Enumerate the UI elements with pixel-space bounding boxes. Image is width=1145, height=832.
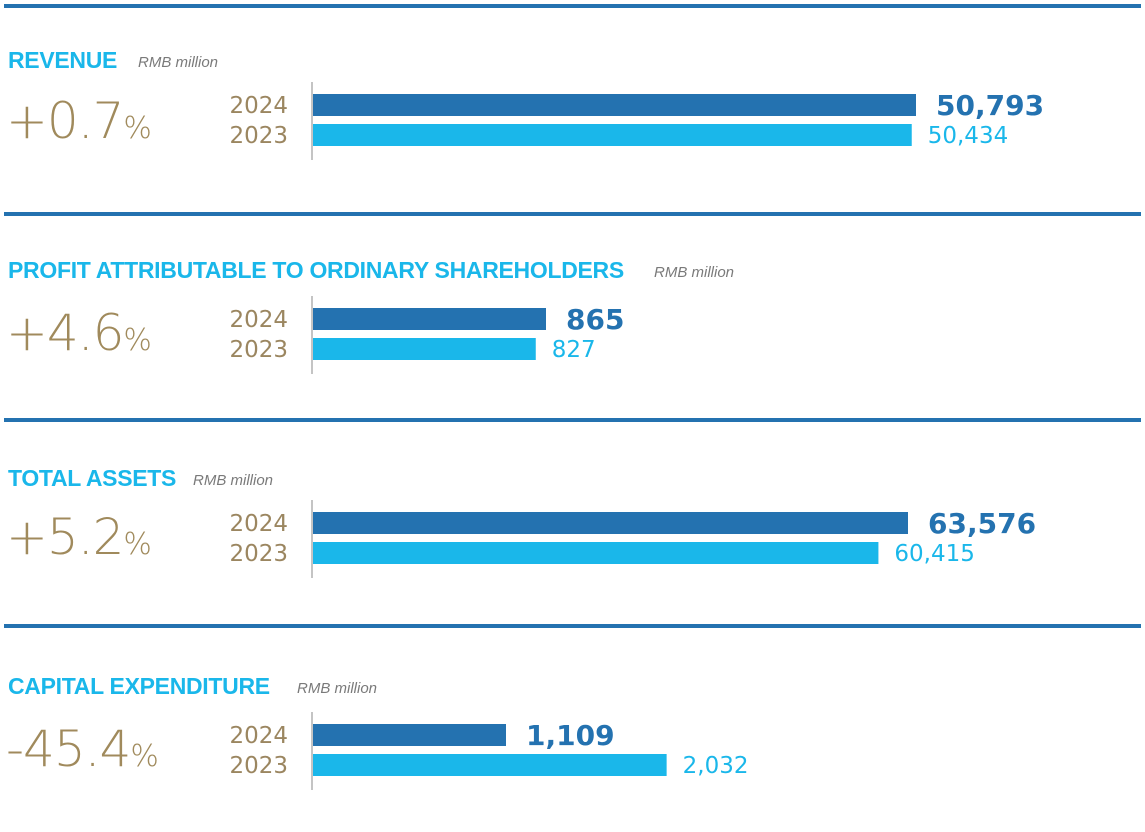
- unit-label: RMB million: [297, 680, 378, 697]
- bar-2024: [313, 724, 506, 746]
- section-title: PROFIT ATTRIBUTABLE TO ORDINARY SHAREHOL…: [8, 257, 624, 283]
- unit-label: RMB million: [654, 264, 735, 281]
- value-label-2023: 60,415: [894, 541, 974, 567]
- section-title: REVENUE: [8, 47, 118, 73]
- value-label-2023: 2,032: [683, 753, 749, 779]
- change-number: -45.4: [6, 720, 131, 778]
- section-divider: [4, 624, 1141, 628]
- percent-sign: %: [123, 111, 152, 146]
- section-divider: [4, 418, 1141, 422]
- bar-2024: [313, 308, 546, 330]
- change-percentage: +5.2%: [6, 508, 152, 566]
- value-label-2024: 50,793: [936, 89, 1044, 122]
- change-percentage: +0.7%: [6, 92, 152, 150]
- year-label-2023: 2023: [229, 753, 288, 779]
- section-title: TOTAL ASSETS: [8, 465, 177, 491]
- value-label-2024: 63,576: [928, 507, 1036, 540]
- bar-2023: [313, 124, 912, 146]
- section-divider: [4, 212, 1141, 216]
- year-label-2024: 2024: [229, 93, 288, 119]
- value-label-2024: 865: [566, 303, 624, 336]
- bar-2023: [313, 754, 667, 776]
- change-percentage: -45.4%: [6, 720, 159, 778]
- bar-2024: [313, 94, 916, 116]
- unit-label: RMB million: [138, 54, 219, 71]
- year-label-2023: 2023: [229, 541, 288, 567]
- year-label-2023: 2023: [229, 123, 288, 149]
- section-divider: [4, 4, 1141, 8]
- bar-chart: 2024 50,793 2023 50,434: [229, 82, 1044, 160]
- percent-sign: %: [123, 323, 152, 358]
- year-label-2024: 2024: [229, 511, 288, 537]
- section-title: CAPITAL EXPENDITURE: [8, 673, 270, 699]
- change-number: +0.7: [6, 92, 124, 150]
- percent-sign: %: [130, 739, 159, 774]
- value-label-2023: 50,434: [928, 123, 1008, 149]
- percent-sign: %: [123, 527, 152, 562]
- bar-2023: [313, 338, 536, 360]
- unit-label: RMB million: [193, 472, 274, 489]
- value-label-2024: 1,109: [526, 719, 615, 752]
- change-percentage: +4.6%: [6, 304, 152, 362]
- bar-chart: 2024 1,109 2023 2,032: [229, 712, 749, 790]
- year-label-2023: 2023: [229, 337, 288, 363]
- year-label-2024: 2024: [229, 307, 288, 333]
- value-label-2023: 827: [552, 337, 596, 363]
- bar-chart: 2024 865 2023 827: [229, 296, 624, 374]
- bar-2024: [313, 512, 908, 534]
- change-number: +5.2: [6, 508, 124, 566]
- year-label-2024: 2024: [229, 723, 288, 749]
- bar-2023: [313, 542, 879, 564]
- bar-chart: 2024 63,576 2023 60,415: [229, 500, 1036, 578]
- change-number: +4.6: [6, 304, 124, 362]
